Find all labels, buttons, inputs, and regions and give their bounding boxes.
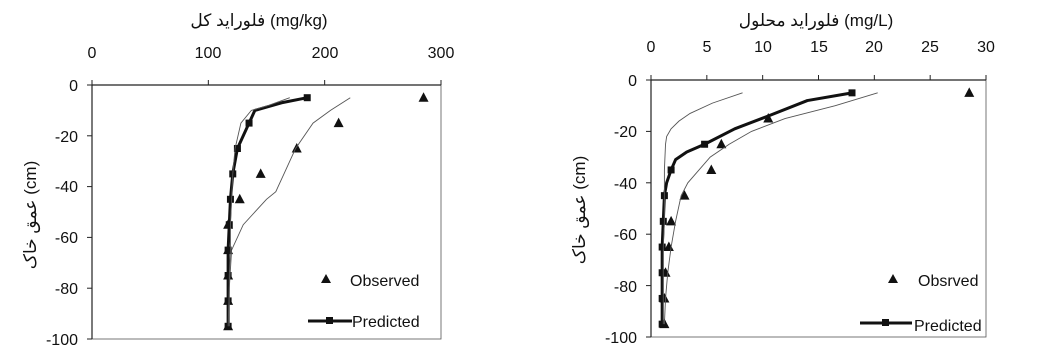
observed-point: [418, 92, 429, 102]
plot-area: [646, 75, 987, 338]
chart-total-fluoride: فلوراید کل (mg/kg) 0 100 200 300 0 -20 -…: [21, 11, 454, 347]
observed-point: [255, 168, 266, 178]
x-tick-label: 200: [312, 45, 339, 62]
y-tick-label: -80: [55, 281, 78, 298]
x-tick-label: 300: [428, 45, 455, 62]
y-tick-label: -20: [55, 129, 78, 146]
legend-observed-label: Observed: [350, 273, 419, 290]
y-tick-label: -60: [55, 230, 78, 247]
x-tick-label: 25: [921, 39, 939, 56]
x-tick-labels: 0 5 10 15 20 25 30: [647, 39, 995, 56]
observed-point: [716, 138, 727, 149]
observed-point: [666, 215, 677, 226]
x-tick-label: 0: [647, 39, 656, 56]
lower-bound-line: [662, 92, 743, 325]
legend-observed-label: Obsrved: [918, 273, 978, 290]
predicted-point: [658, 269, 666, 277]
x-tick-label: 30: [977, 39, 995, 56]
legend-observed-marker: [888, 274, 898, 283]
predicted-point: [226, 195, 234, 203]
predicted-point: [225, 221, 233, 229]
x-tick-label: 100: [195, 45, 222, 62]
y-tick-label: -60: [614, 227, 637, 244]
predicted-point: [659, 217, 667, 225]
observed-point: [234, 193, 245, 204]
plot-frame: [650, 79, 987, 338]
upper-bound-line: [227, 97, 351, 327]
y-axis-title: عمق خاک (cm): [570, 156, 589, 265]
legend: Obsrved Predicted: [860, 273, 982, 335]
legend-predicted-marker: [326, 317, 333, 324]
plot-frame: [91, 84, 442, 340]
observed-point: [663, 241, 674, 252]
x-tick-label: 15: [810, 39, 828, 56]
observed-point: [291, 143, 302, 153]
upper-bound-line: [663, 92, 878, 325]
predicted-series-line: [226, 96, 308, 327]
predicted-point: [303, 94, 311, 102]
lower-bound-line: [228, 97, 290, 327]
observed-point: [679, 190, 690, 200]
predicted-point: [233, 145, 241, 152]
predicted-point: [245, 119, 253, 127]
x-axis-title: فلوراید کل (mg/kg): [190, 11, 327, 30]
legend-predicted-label: Predicted: [914, 318, 982, 335]
y-tick-label: 0: [69, 78, 78, 95]
predicted-point: [667, 166, 675, 174]
y-tick-label: -100: [605, 330, 637, 347]
chart-soluble-fluoride: فلوراید محلول (mg/L) 0 5 10 15 20 25 30 …: [570, 11, 995, 347]
y-tick-labels: 0 -20 -40 -60 -80 -100: [605, 73, 637, 347]
x-tick-label: 0: [88, 45, 97, 62]
predicted-series-line: [660, 91, 853, 325]
x-tick-label: 20: [865, 39, 883, 56]
observed-point: [763, 113, 774, 123]
predicted-point: [658, 320, 666, 328]
y-tick-labels: 0 -20 -40 -60 -80 -100: [46, 78, 78, 347]
predicted-point: [658, 294, 666, 302]
y-axis-title: عمق خاک (cm): [21, 161, 40, 270]
y-tick-label: 0: [628, 73, 637, 90]
y-tick-label: -40: [55, 179, 78, 196]
legend-observed-marker: [321, 274, 331, 283]
predicted-point: [658, 243, 666, 251]
x-tick-label: 10: [754, 39, 772, 56]
legend-predicted-marker: [882, 319, 889, 326]
predicted-point: [701, 140, 709, 148]
observed-point: [964, 87, 975, 97]
x-tick-labels: 0 100 200 300: [88, 45, 455, 62]
y-tick-label: -20: [614, 124, 637, 141]
legend-predicted-label: Predicted: [352, 314, 420, 331]
predicted-point: [224, 246, 232, 254]
predicted-point: [224, 272, 232, 279]
y-tick-label: -100: [46, 332, 78, 347]
predicted-point: [848, 89, 856, 97]
observed-point: [706, 164, 717, 174]
plot-area: [87, 80, 442, 340]
x-tick-label: 5: [703, 39, 712, 56]
x-axis-title: فلوراید محلول (mg/L): [739, 11, 894, 30]
legend: Observed Predicted: [308, 273, 420, 331]
y-tick-label: -40: [614, 176, 637, 193]
y-tick-label: -80: [614, 279, 637, 296]
predicted-point: [224, 297, 232, 305]
observed-point: [333, 117, 344, 128]
